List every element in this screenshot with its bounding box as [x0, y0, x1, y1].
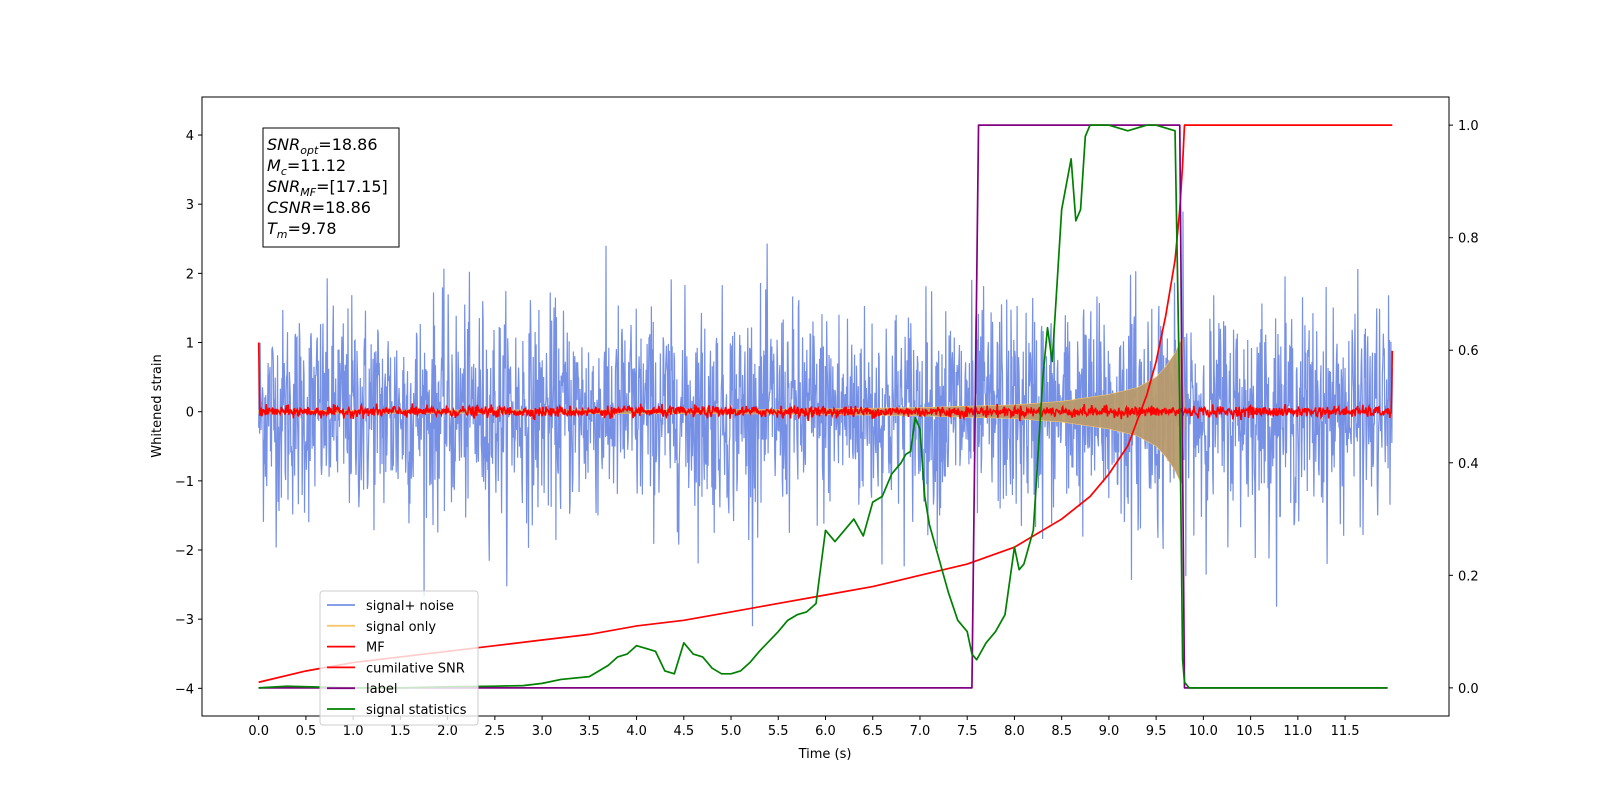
legend-label: signal+ noise — [366, 599, 454, 614]
y-tick-label: 2 — [186, 267, 194, 282]
legend-label: signal statistics — [366, 703, 467, 718]
legend-label: cumilative SNR — [366, 661, 465, 676]
y2-tick-label: 0.0 — [1458, 682, 1479, 697]
series-mf-line — [257, 342, 1394, 422]
legend-frame — [319, 590, 479, 726]
stats-annotation-box: SNRopt=18.86Mc=11.12SNRMF=[17.15]CSNR=18… — [262, 127, 400, 248]
annotation-line: Tm=9.78 — [267, 219, 337, 241]
y-tick-label: 1 — [186, 337, 194, 352]
annotation-line: Mc=11.12 — [267, 156, 346, 178]
series-cumulative-snr-line — [258, 124, 1393, 684]
legend-label: MF — [366, 641, 385, 656]
annotation-line: SNRopt=18.86 — [267, 135, 378, 157]
y2-tick-label: 0.4 — [1458, 457, 1479, 472]
y2-tick-label: 1.0 — [1458, 119, 1479, 134]
y2-tick-label: 0.2 — [1458, 569, 1479, 584]
y2-tick-label: 0.8 — [1458, 232, 1479, 247]
x-tick-label: 10.5 — [1236, 724, 1265, 739]
legend-label: signal only — [366, 620, 436, 635]
x-tick-label: 9.0 — [1099, 724, 1120, 739]
y-axis-label: Whitened strain — [150, 354, 165, 457]
axes: 0.0 0.5 1.0 1.5 2.0 2.5 3.0 3.5 4.0 4.5 5.0 5.5 6.0 6… — [175, 119, 1479, 739]
annotation-line: SNRMF=[17.15] — [267, 177, 388, 199]
y-tick-label: −1 — [175, 475, 194, 490]
y-tick-label: 0 — [186, 406, 194, 421]
x-tick-label: 8.0 — [1004, 724, 1025, 739]
legend-label: label — [366, 682, 397, 697]
x-tick-label: 10.0 — [1189, 724, 1218, 739]
x-tick-label: 9.5 — [1146, 724, 1167, 739]
series-signal-noise-line — [258, 211, 1393, 627]
series-signal-statistics-line — [258, 124, 1388, 689]
annotation-frame — [262, 127, 400, 248]
y-tick-label: 4 — [186, 129, 194, 144]
x-tick-label: 6.0 — [815, 724, 836, 739]
plot-area — [257, 124, 1394, 689]
x-tick-label: 11.5 — [1331, 724, 1360, 739]
x-tick-label: 7.5 — [957, 724, 978, 739]
annotation-line: CSNR=18.86 — [267, 198, 371, 217]
y-tick-label: −2 — [175, 544, 194, 559]
x-tick-label: 7.0 — [910, 724, 931, 739]
x-axis-label: Time (s) — [798, 747, 852, 762]
x-tick-label: 5.5 — [768, 724, 789, 739]
x-tick-label: 4.0 — [626, 724, 647, 739]
y-tick-label: −4 — [175, 682, 194, 697]
x-tick-label: 11.0 — [1283, 724, 1312, 739]
x-tick-label: 2.5 — [485, 724, 506, 739]
x-tick-label: 1.5 — [390, 724, 411, 739]
y-tick-label: −3 — [175, 613, 194, 628]
x-tick-label: 2.0 — [437, 724, 458, 739]
x-tick-label: 5.0 — [721, 724, 742, 739]
x-tick-label: 6.5 — [862, 724, 883, 739]
y-tick-label: 3 — [186, 198, 194, 213]
y2-tick-label: 0.6 — [1458, 344, 1479, 359]
x-tick-label: 3.0 — [532, 724, 553, 739]
x-tick-label: 0.0 — [248, 724, 269, 739]
x-tick-label: 0.5 — [296, 724, 317, 739]
legend: signal+ noise signal only MF cumilative SNR… — [319, 590, 479, 726]
x-tick-label: 8.5 — [1051, 724, 1072, 739]
x-tick-label: 3.5 — [579, 724, 600, 739]
x-tick-label: 1.0 — [343, 724, 364, 739]
x-tick-label: 4.5 — [673, 724, 694, 739]
